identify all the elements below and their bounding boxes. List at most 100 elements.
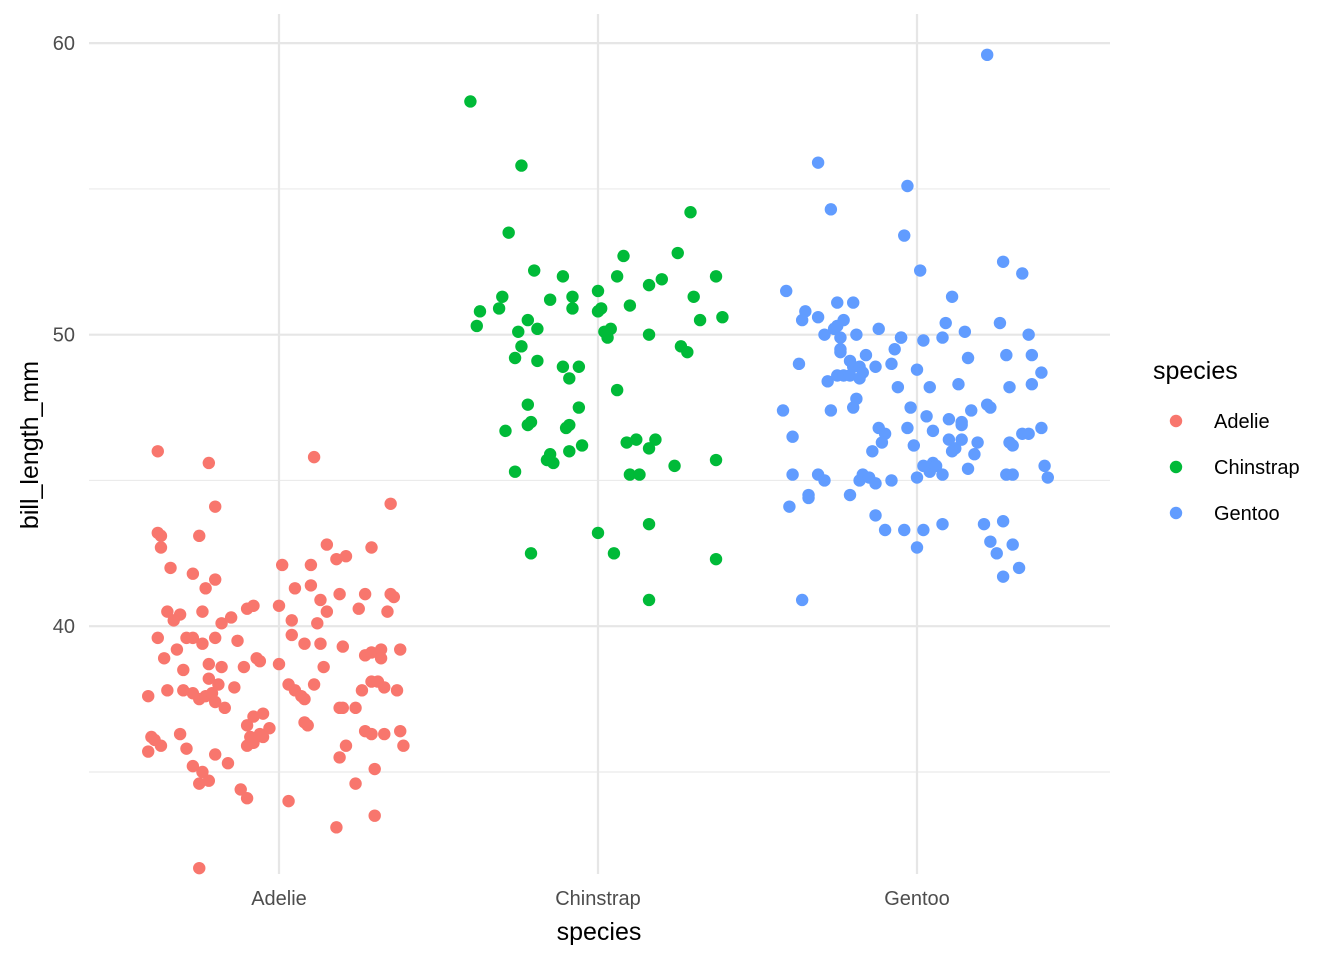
point-chinstrap [499,424,512,438]
point-adelie [298,692,311,706]
point-gentoo [834,331,847,344]
point-adelie [301,719,314,732]
point-adelie [199,582,212,595]
point-adelie [272,599,286,612]
point-adelie [314,637,327,650]
point-gentoo [920,410,933,423]
point-adelie [355,684,369,697]
point-gentoo [866,445,879,458]
point-adelie [142,689,155,703]
point-adelie [202,672,216,685]
point-adelie [365,646,378,659]
point-adelie [209,748,222,761]
point-adelie [224,611,238,624]
point-gentoo [1022,427,1035,440]
point-adelie [247,736,260,750]
x-tick-label: Adelie [251,888,307,910]
point-adelie [234,783,247,796]
point-gentoo [891,380,905,394]
x-tick-label: Gentoo [884,888,950,910]
point-chinstrap [470,319,483,333]
point-gentoo [990,547,1003,560]
point-chinstrap [642,517,656,531]
point-gentoo [843,369,857,382]
point-adelie [339,550,353,563]
point-adelie [336,701,349,715]
point-gentoo [1006,439,1019,452]
point-adelie [317,660,330,674]
point-adelie [221,757,235,770]
point-chinstrap [642,593,656,607]
point-gentoo [885,474,898,487]
point-gentoo [850,328,863,341]
point-gentoo [1038,459,1051,473]
point-gentoo [780,284,793,298]
x-tick-label: Chinstrap [555,888,641,910]
point-gentoo [904,401,917,414]
point-gentoo [847,401,860,414]
point-chinstrap [623,299,637,312]
point-chinstrap [528,264,541,277]
point-adelie [186,759,200,773]
point-adelie [304,558,318,572]
point-adelie [202,774,216,787]
point-adelie [177,684,190,697]
point-adelie [368,762,381,776]
y-axis-title: bill_length_mm [16,361,44,529]
point-chinstrap [556,360,570,373]
point-adelie [154,739,168,752]
point-adelie [390,684,404,697]
point-chinstrap [563,418,576,432]
point-adelie [240,719,254,732]
point-adelie [394,724,407,738]
point-gentoo [955,433,968,446]
x-axis-ticks: Adelie Chinstrap Gentoo [251,888,950,910]
point-gentoo [898,229,911,242]
point-gentoo [837,313,850,327]
point-gentoo [917,523,930,537]
point-gentoo [847,296,860,309]
point-chinstrap [687,290,700,303]
point-adelie [349,701,362,715]
point-adelie [218,701,231,715]
point-gentoo [818,474,831,487]
point-gentoo [913,264,927,277]
point-adelie [330,552,343,566]
point-chinstrap [681,345,694,359]
point-gentoo [996,515,1010,528]
point-gentoo [993,316,1007,330]
point-chinstrap [709,453,723,467]
point-gentoo [971,436,984,449]
point-chinstrap [521,313,535,327]
point-adelie [339,739,353,752]
point-gentoo [965,404,978,417]
point-adelie [374,652,388,665]
point-gentoo [831,296,844,309]
point-adelie [161,605,174,618]
point-adelie [193,861,206,875]
point-adelie [314,593,327,607]
point-gentoo [853,372,866,385]
point-gentoo [869,509,882,522]
legend-label-chinstrap: Chinstrap [1214,457,1300,479]
point-chinstrap [684,206,697,219]
point-chinstrap [563,445,576,458]
point-chinstrap [668,459,681,473]
point-chinstrap [556,270,570,283]
point-gentoo [980,48,994,62]
point-adelie [164,561,177,575]
point-chinstrap [473,305,487,318]
point-gentoo [996,255,1010,268]
point-adelie [196,637,209,650]
point-adelie [154,529,168,543]
point-gentoo [907,439,921,452]
point-adelie [333,751,346,764]
point-adelie [253,654,267,668]
point-chinstrap [617,249,630,263]
point-gentoo [917,334,930,347]
point-adelie [193,777,206,790]
point-adelie [212,678,225,691]
point-gentoo [1022,328,1035,341]
point-gentoo [961,351,975,365]
